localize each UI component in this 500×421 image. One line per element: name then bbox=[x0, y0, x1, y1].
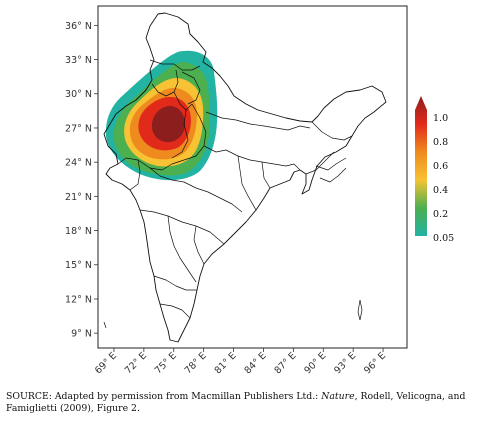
lat-tick-label: 15° N bbox=[65, 260, 92, 271]
longitude-axis: 69° E 72° E 75° E 78° E 81° E 84° E 87° E 90° E… bbox=[93, 348, 388, 376]
depletion-anomaly bbox=[105, 50, 218, 181]
lon-tick-label: 75° E bbox=[153, 350, 179, 376]
anomaly-band-1-0 bbox=[151, 106, 185, 143]
source-note: SOURCE: Adapted by permission from Macmi… bbox=[6, 391, 498, 415]
lat-tick-label: 30° N bbox=[65, 89, 92, 100]
lon-tick-label: 96° E bbox=[362, 350, 388, 376]
lat-tick-label: 24° N bbox=[65, 158, 92, 169]
india-outline bbox=[103, 12, 387, 343]
legend-label: 0.4 bbox=[433, 185, 448, 196]
legend-label: 1.0 bbox=[433, 113, 448, 124]
lon-tick-label: 78° E bbox=[183, 350, 209, 376]
lon-tick-label: 93° E bbox=[332, 350, 358, 376]
latitude-axis: 36° N 33° N 30° N 27° N 24° N 21° N 18° N 15° N… bbox=[65, 21, 98, 340]
legend-label: 0.05 bbox=[433, 233, 454, 244]
lon-tick-label: 72° E bbox=[123, 350, 149, 376]
groundwater-depletion-map: 36° N 33° N 30° N 27° N 24° N 21° N 18° N 15° N… bbox=[65, 5, 454, 376]
source-suffix: , Rodell, Velicogna, and Famiglietti (20… bbox=[6, 391, 466, 414]
lat-tick-label: 21° N bbox=[65, 192, 92, 203]
lon-tick-label: 69° E bbox=[93, 350, 119, 376]
lon-tick-label: 84° E bbox=[243, 350, 269, 376]
lat-tick-label: 36° N bbox=[65, 21, 92, 32]
legend-color-bar bbox=[415, 96, 427, 236]
lat-tick-label: 9° N bbox=[71, 329, 92, 340]
lon-tick-label: 90° E bbox=[302, 350, 328, 376]
source-prefix: SOURCE: Adapted by permission from Macmi… bbox=[6, 391, 322, 402]
legend: 1.0 0.8 0.6 0.4 0.2 0.05 bbox=[415, 96, 454, 244]
lon-tick-label: 87° E bbox=[272, 350, 298, 376]
map-panel bbox=[97, 5, 408, 349]
island-outlines bbox=[103, 299, 363, 329]
lon-tick-label: 81° E bbox=[213, 350, 239, 376]
legend-label: 0.8 bbox=[433, 137, 448, 148]
legend-label: 0.2 bbox=[433, 209, 448, 220]
lat-tick-label: 18° N bbox=[65, 226, 92, 237]
lat-tick-label: 12° N bbox=[65, 294, 92, 305]
lat-tick-label: 27° N bbox=[65, 123, 92, 134]
source-journal: Nature bbox=[321, 391, 355, 402]
state-boundaries bbox=[117, 59, 353, 319]
legend-label: 0.6 bbox=[433, 161, 448, 172]
lat-tick-label: 33° N bbox=[65, 55, 92, 66]
